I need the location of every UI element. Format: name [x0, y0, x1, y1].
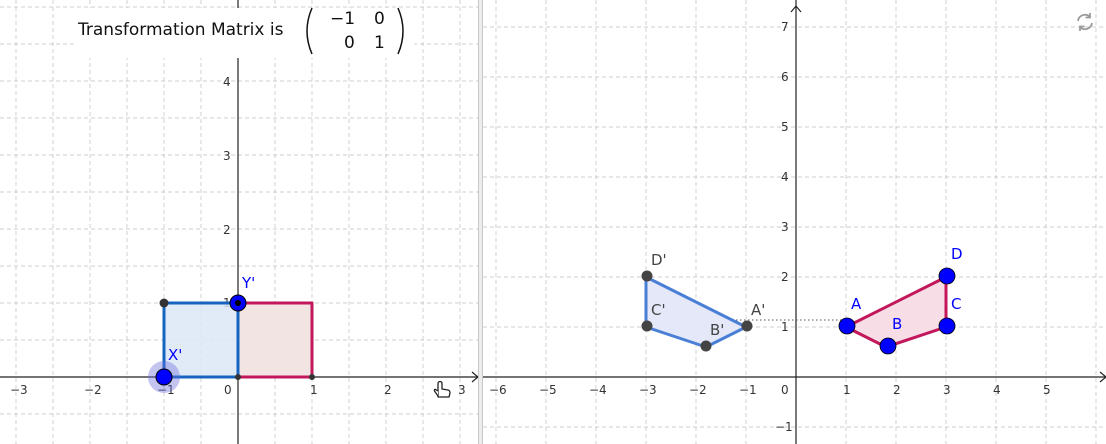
- y-tick-label: 5: [781, 120, 789, 134]
- y-tick-label: 2: [781, 270, 789, 284]
- point-c[interactable]: [938, 317, 956, 335]
- y-tick-label: 4: [781, 170, 789, 184]
- label-b-prime: B': [710, 321, 724, 339]
- y-tick-label: 4: [223, 75, 231, 89]
- y-tick-label: 3: [781, 220, 789, 234]
- original-unit-square: [236, 301, 314, 379]
- left-x-tick-labels: −3 −2 −1 0 1 2 3: [10, 383, 466, 397]
- origin-point: [235, 374, 241, 380]
- x-tick-label: 1: [843, 383, 851, 397]
- label-a-prime: A': [751, 301, 765, 319]
- y-tick-label: −1: [775, 420, 793, 434]
- view-divider[interactable]: [478, 0, 483, 444]
- x-tick-label: 4: [993, 383, 1001, 397]
- left-y-tick-labels: 1 2 3 4: [223, 75, 231, 310]
- x-tick-label: 5: [1043, 383, 1051, 397]
- x-tick-label: 0: [224, 383, 232, 397]
- matrix-entry-12: 0: [374, 9, 385, 29]
- x-tick-label: −2: [84, 383, 102, 397]
- x-tick-label: 0: [781, 383, 789, 397]
- vertex-point: [309, 374, 315, 380]
- label-a: A: [851, 295, 862, 313]
- y-tick-label: 2: [223, 223, 231, 237]
- x-tick-label: −5: [539, 383, 557, 397]
- x-tick-label: 2: [384, 383, 392, 397]
- x-prime-label: X': [168, 346, 182, 364]
- x-tick-label: −3: [10, 383, 28, 397]
- matrix-title: Transformation Matrix is: [77, 20, 284, 40]
- label-d: D: [951, 245, 963, 263]
- x-tick-label: −3: [639, 383, 657, 397]
- right-graph-canvas[interactable]: −6 −5 −4 −3 −2 −1 0 1 2 3 4 5 −1 1 2 3 4…: [483, 0, 1106, 444]
- label-c: C: [951, 295, 961, 313]
- point-d-prime: [641, 270, 653, 282]
- label-d-prime: D': [651, 251, 667, 269]
- y-tick-label: 6: [781, 70, 789, 84]
- y-tick-label: 1: [781, 320, 789, 334]
- right-x-tick-labels: −6 −5 −4 −3 −2 −1 0 1 2 3 4 5: [489, 383, 1051, 397]
- hand-cursor-icon: [433, 380, 451, 398]
- point-c-prime: [641, 320, 653, 332]
- point-b-prime: [700, 340, 712, 352]
- x-tick-label: −1: [739, 383, 757, 397]
- x-tick-label: 3: [943, 383, 951, 397]
- label-c-prime: C': [651, 301, 666, 319]
- x-tick-label: −4: [589, 383, 607, 397]
- right-graphics-view[interactable]: −6 −5 −4 −3 −2 −1 0 1 2 3 4 5 −1 1 2 3 4…: [483, 0, 1106, 444]
- y-prime-label: Y': [241, 274, 255, 292]
- x-tick-label: −6: [489, 383, 507, 397]
- transformation-matrix: −1 0 0 1: [306, 7, 404, 55]
- x-prime-point[interactable]: [155, 368, 173, 386]
- point-b[interactable]: [879, 337, 897, 355]
- left-graphics-view[interactable]: −3 −2 −1 0 1 2 3 1 2 3 4: [0, 0, 478, 444]
- x-tick-label: 1: [310, 383, 318, 397]
- x-tick-label: −1: [157, 383, 175, 397]
- x-tick-label: −2: [689, 383, 707, 397]
- point-d[interactable]: [938, 267, 956, 285]
- point-a[interactable]: [838, 317, 856, 335]
- matrix-entry-21: 0: [344, 33, 355, 53]
- right-y-tick-labels: −1 1 2 3 4 5 6 7: [775, 20, 793, 434]
- vertex-point: [159, 298, 169, 308]
- right-axes: [483, 0, 1106, 444]
- reset-arrows-icon[interactable]: [1077, 13, 1093, 31]
- point-a-prime: [741, 320, 753, 332]
- left-graph-canvas[interactable]: −3 −2 −1 0 1 2 3 1 2 3 4: [0, 0, 478, 444]
- y-tick-label: 3: [223, 149, 231, 163]
- matrix-entry-11: −1: [330, 9, 355, 29]
- y-prime-point-center: [235, 300, 241, 306]
- y-tick-label: 7: [781, 20, 789, 34]
- matrix-label-background: [74, 8, 414, 58]
- matrix-entry-22: 1: [374, 33, 385, 53]
- x-tick-label: 2: [893, 383, 901, 397]
- x-tick-label: 3: [458, 383, 466, 397]
- label-b: B: [892, 315, 902, 333]
